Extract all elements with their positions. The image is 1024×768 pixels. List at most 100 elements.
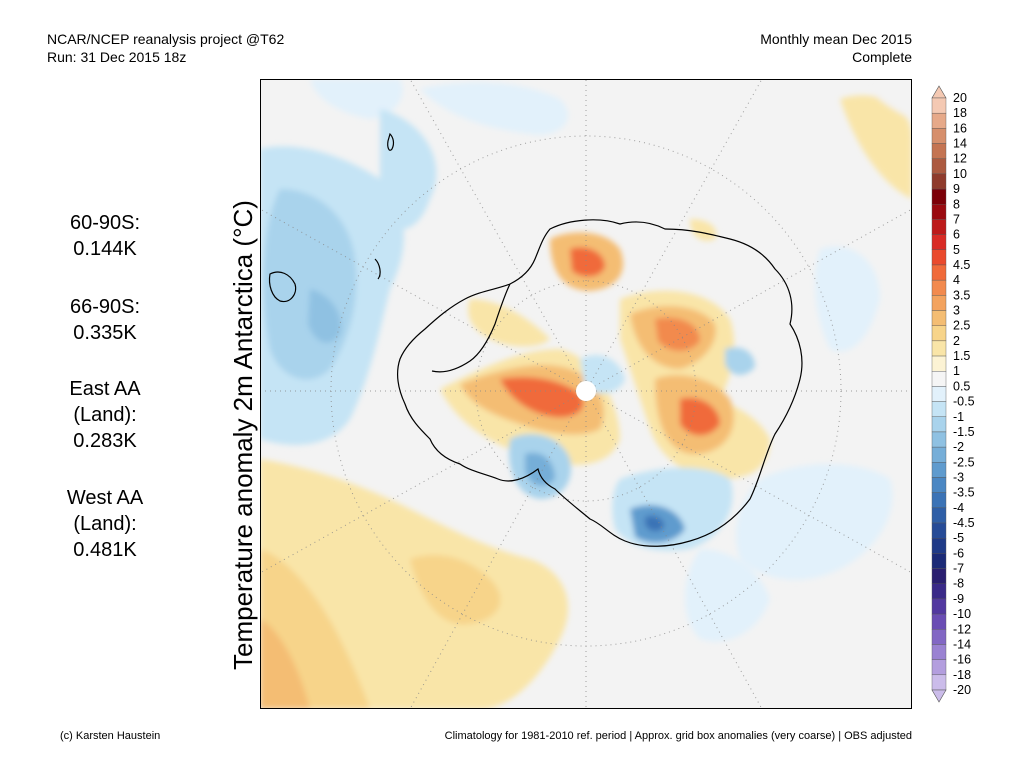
colorbar-swatch — [931, 234, 947, 250]
colorbar-swatch — [931, 553, 947, 569]
colorbar-tick-label: 3.5 — [953, 288, 970, 302]
stat-west-aa: West AA (Land): 0.481K — [66, 487, 144, 561]
colorbar-swatch — [931, 310, 947, 326]
colorbar-tick-label: -1.5 — [953, 425, 975, 439]
colorbar-tick-label: 7 — [953, 212, 960, 226]
colorbar-swatch — [931, 644, 947, 660]
stat-60-90s: 60-90S: 0.144K — [69, 212, 141, 260]
colorbar-swatch — [931, 158, 947, 175]
colorbar-swatch — [931, 431, 947, 448]
colorbar-swatch — [931, 386, 947, 402]
colorbar-tick-label: 1 — [953, 364, 960, 378]
credit: (c) Karsten Haustein — [60, 730, 161, 742]
colorbar-tick-label: 6 — [953, 228, 960, 242]
model-title: NCAR/NCEP reanalysis project @T62 — [47, 31, 285, 47]
colorbar-tick-label: -14 — [953, 637, 971, 651]
map-frame — [260, 79, 912, 709]
colorbar-swatch — [931, 371, 947, 387]
anomaly-map — [260, 79, 912, 709]
colorbar-swatch — [931, 446, 947, 463]
colorbar-tick-label: -12 — [953, 622, 971, 636]
graticule — [260, 79, 912, 709]
anomaly-fields — [260, 79, 912, 709]
colorbar-swatch — [931, 492, 947, 509]
colorbar-swatch — [931, 279, 947, 296]
colorbar-tick-label: -4 — [953, 501, 964, 515]
pole-marker — [576, 381, 596, 401]
colorbar-swatch — [931, 629, 947, 645]
colorbar-tick-label: 2 — [953, 334, 960, 348]
colorbar-swatch — [931, 659, 947, 676]
colorbar-tick-label: 4.5 — [953, 258, 970, 272]
colorbar-tick-label: 20 — [953, 91, 967, 105]
header-left: NCAR/NCEP reanalysis project @T62 Run: 3… — [47, 30, 284, 66]
colorbar-tick-label: -3.5 — [953, 486, 975, 500]
colorbar-swatch — [931, 416, 947, 433]
colorbar-swatch — [931, 143, 947, 159]
colorbar-swatch — [931, 462, 947, 478]
colorbar-swatch — [931, 97, 947, 114]
colorbar-tick-label: 5 — [953, 243, 960, 257]
footnote: Climatology for 1981-2010 ref. period | … — [444, 730, 912, 742]
stat-66-90s: 66-90S: 0.335K — [69, 296, 141, 344]
colorbar-swatch — [931, 598, 947, 615]
colorbar-swatch — [931, 507, 947, 524]
colorbar-tick-label: -5 — [953, 531, 964, 545]
antarctica-coastline — [268, 132, 803, 547]
colorbar-swatch — [931, 219, 947, 235]
colorbar-tick-label: -1 — [953, 410, 964, 424]
colorbar-tick-label: 10 — [953, 167, 967, 181]
colorbar-tick-label: 2.5 — [953, 319, 970, 333]
colorbar-swatch — [931, 355, 947, 372]
colorbar-tick-label: 9 — [953, 182, 960, 196]
colorbar-tick-label: -4.5 — [953, 516, 975, 530]
colorbar-tick-label: 16 — [953, 121, 967, 135]
colorbar-tick-label: -18 — [953, 668, 971, 682]
colorbar-tick-label: 0.5 — [953, 379, 970, 393]
colorbar-tick-label: 4 — [953, 273, 960, 287]
colorbar-tick-label: -6 — [953, 546, 964, 560]
colorbar-swatch — [931, 295, 947, 311]
colorbar-swatch — [931, 613, 947, 630]
colorbar-tick-label: -2 — [953, 440, 964, 454]
period-title: Monthly mean Dec 2015 — [760, 31, 912, 47]
colorbar-tick-label: -8 — [953, 577, 964, 591]
colorbar-tick-label: -2.5 — [953, 455, 975, 469]
colorbar-tick-label: 1.5 — [953, 349, 970, 363]
colorbar-swatch — [931, 112, 947, 129]
colorbar-swatch — [931, 568, 947, 584]
colorbar-min-arrow — [931, 689, 947, 703]
colorbar-swatch — [931, 325, 947, 342]
colorbar-tick-label: 3 — [953, 304, 960, 318]
colorbar-swatch — [931, 188, 947, 205]
colorbar-tick-label: 8 — [953, 197, 960, 211]
colorbar-tick-label: -9 — [953, 592, 964, 606]
colorbar-swatch — [931, 249, 947, 266]
colorbar-tick-label: -16 — [953, 653, 971, 667]
colorbar-max-arrow — [931, 85, 947, 99]
colorbar-tick-label: -20 — [953, 683, 971, 697]
stat-east-aa: East AA (Land): 0.283K — [69, 378, 141, 452]
colorbar-tick-label: -3 — [953, 470, 964, 484]
completeness: Complete — [852, 49, 912, 65]
colorbar-swatch — [931, 340, 947, 357]
colorbar-swatch — [931, 583, 947, 600]
colorbar-swatch — [931, 477, 947, 493]
colorbar-tick-label: -0.5 — [953, 395, 975, 409]
colorbar-swatch — [931, 204, 947, 220]
colorbar-tick-label: 12 — [953, 152, 967, 166]
colorbar-tick-label: 14 — [953, 137, 967, 151]
colorbar-swatch — [931, 674, 947, 691]
colorbar-swatch — [931, 401, 947, 417]
colorbar-tick-label: 18 — [953, 106, 967, 120]
colorbar-swatch — [931, 173, 947, 190]
colorbar-swatch — [931, 128, 947, 144]
colorbar-swatch — [931, 522, 947, 539]
colorbar-tick-label: -7 — [953, 562, 964, 576]
header-right: Monthly mean Dec 2015 Complete — [760, 30, 912, 66]
colorbar-swatch — [931, 264, 947, 281]
colorbar-tick-label: -10 — [953, 607, 971, 621]
run-time: Run: 31 Dec 2015 18z — [47, 49, 187, 65]
colorbar-swatch — [931, 538, 947, 554]
